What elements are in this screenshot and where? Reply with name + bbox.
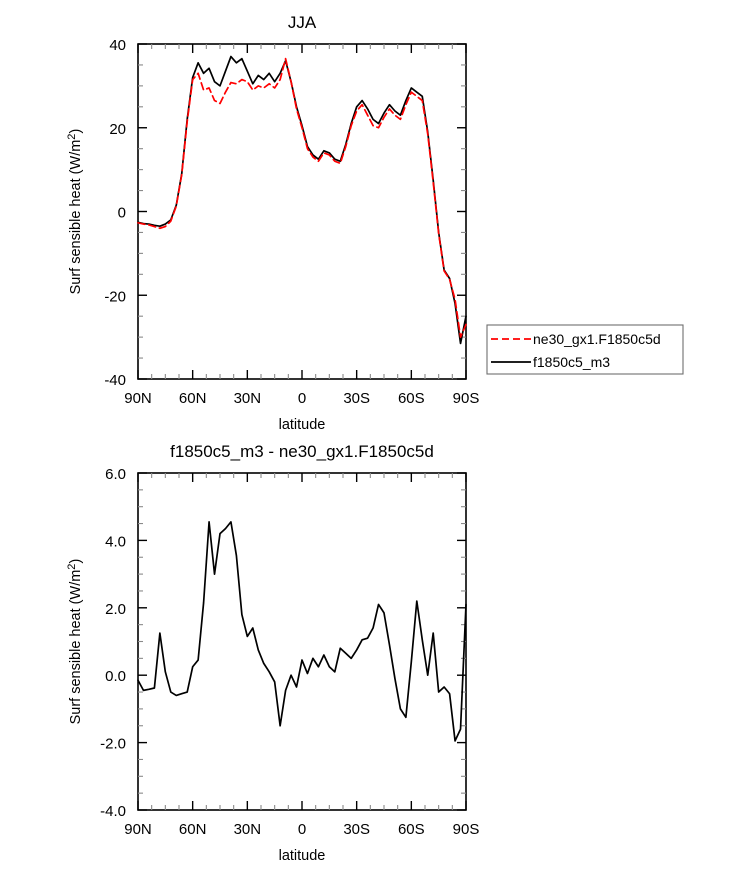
legend-box <box>486 324 684 375</box>
x-tick-label: 60S <box>398 821 425 838</box>
y-tick-label: 0.0 <box>105 668 126 685</box>
y-tick-label: 40 <box>109 37 126 54</box>
x-tick-label: 30N <box>234 821 262 838</box>
y-tick-label: 2.0 <box>105 601 126 618</box>
x-tick-label: 30S <box>343 821 370 838</box>
data-curve-0 <box>137 521 467 742</box>
ylabel-superscript: 2 <box>66 134 78 140</box>
x-tick-label: 90N <box>124 390 152 407</box>
y-tick-label: 4.0 <box>105 533 126 550</box>
x-tick-label: 90S <box>453 821 480 838</box>
bottom-panel-ylabel: Surf sensible heat (W/m2) <box>66 559 84 725</box>
top-panel-ylabel: Surf sensible heat (W/m2) <box>66 129 84 295</box>
y-tick-label: 6.0 <box>105 466 126 483</box>
ylabel-superscript: 2 <box>66 564 78 570</box>
top-panel-title: JJA <box>288 13 317 32</box>
data-curve-0 <box>137 55 467 345</box>
x-tick-label: 90S <box>453 390 480 407</box>
bottom-panel-plot-frame <box>137 472 467 811</box>
top-panel-xlabel: latitude <box>279 417 326 433</box>
data-curve-1 <box>137 57 467 338</box>
x-tick-label: 60S <box>398 390 425 407</box>
x-tick-label: 30N <box>234 390 262 407</box>
y-tick-label: 20 <box>109 121 126 138</box>
legend-label-0: ne30_gx1.F1850c5d <box>533 331 661 347</box>
ylabel-close-paren: ) <box>67 559 84 564</box>
x-tick-label: 30S <box>343 390 370 407</box>
x-tick-label: 0 <box>298 821 306 838</box>
y-tick-label: -2.0 <box>100 736 126 753</box>
bottom-panel-xlabel: latitude <box>279 848 326 864</box>
y-tick-label: -40 <box>104 372 126 389</box>
x-tick-label: 0 <box>298 390 306 407</box>
y-tick-label: -20 <box>104 288 126 305</box>
top-panel-plot-frame <box>137 43 467 380</box>
y-tick-label: -4.0 <box>100 803 126 820</box>
x-tick-label: 60N <box>179 390 207 407</box>
y-tick-label: 0 <box>118 205 126 222</box>
legend-label-1: f1850c5_m3 <box>533 354 610 370</box>
x-tick-label: 60N <box>179 821 207 838</box>
bottom-panel-title: f1850c5_m3 - ne30_gx1.F1850c5d <box>170 442 434 461</box>
ylabel-close-paren: ) <box>67 129 84 134</box>
x-tick-label: 90N <box>124 821 152 838</box>
